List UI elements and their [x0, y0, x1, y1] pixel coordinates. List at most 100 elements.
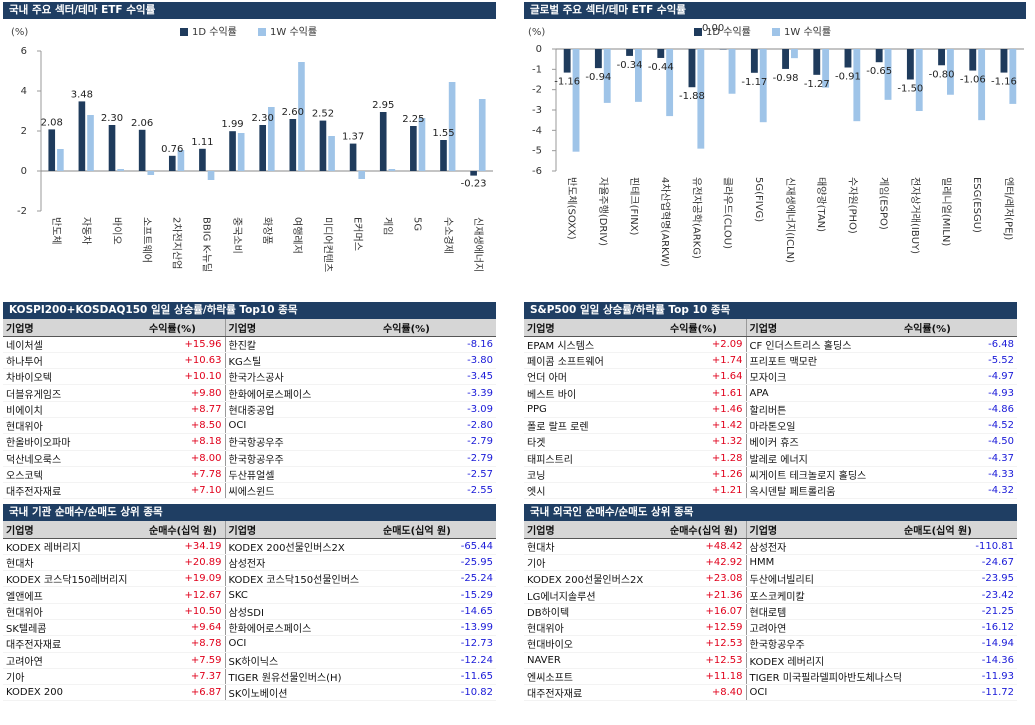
- legend-label-1w: 1W 수익률: [270, 27, 318, 38]
- table-row: 언더 아머 +1.64 모자이크 -4.97: [524, 368, 1017, 386]
- bar-1w: [388, 169, 396, 171]
- bar-1w: [117, 169, 124, 171]
- value-cell: +8.40: [667, 684, 747, 702]
- table-row: 차바이오텍 +10.10 한국가스공사 -3.45: [3, 368, 496, 386]
- legend-overlap-value: 0.00: [702, 23, 725, 34]
- bar-data-label: -0.34: [617, 60, 643, 71]
- bar-1d: [410, 126, 417, 171]
- chart-legend: 1D 수익률 1W 수익률: [180, 23, 317, 38]
- value-cell: +10.50: [146, 603, 226, 620]
- value-cell: -23.95: [901, 570, 1017, 588]
- bar-1w: [635, 49, 642, 102]
- value-cell: +1.42: [667, 417, 747, 435]
- bar-data-label: 1.99: [221, 119, 243, 130]
- bar-data-label: 2.52: [312, 109, 334, 120]
- bar-data-label: 2.95: [372, 100, 394, 111]
- value-cell: -14.65: [380, 603, 496, 620]
- value-cell: -4.93: [901, 384, 1017, 402]
- y-tick-label: -6: [532, 166, 542, 177]
- x-category-label: 자율주행(DRIV): [597, 177, 609, 246]
- column-header: 기업명: [225, 319, 380, 337]
- value-cell: +21.36: [667, 586, 747, 604]
- company-name-cell: NAVER: [524, 652, 667, 669]
- company-name-cell: LG에너지솔루션: [524, 586, 667, 604]
- table-row: 네이처셀 +15.96 한진칼 -8.16: [3, 336, 496, 353]
- company-name-cell: 베스트 바이: [524, 384, 667, 402]
- column-header: 기업명: [524, 521, 667, 539]
- bar-1d: [289, 119, 297, 171]
- value-cell: -4.32: [901, 482, 1017, 500]
- company-name-cell: 코닝: [524, 466, 667, 484]
- value-cell: -4.97: [901, 368, 1017, 386]
- company-name-cell: 엣시: [524, 482, 667, 500]
- value-cell: +10.10: [146, 368, 226, 386]
- value-cell: +8.18: [146, 433, 226, 451]
- company-name-cell: KODEX 200선물인버스2X: [524, 570, 667, 588]
- global-etf-bar-chart: (%) -6 -5 -4 -3 -2 -1 0 -1.16 반도체(SOXX) -0.94 자율주행(…: [528, 27, 1024, 267]
- company-name-cell: KODEX 코스닥150선물인버스: [225, 570, 380, 588]
- company-name-cell: 차바이오텍: [3, 368, 146, 386]
- bar-1w: [207, 171, 215, 180]
- panel-title: KOSPI200+KOSDAQ150 일일 상승률/하락률 Top10 종목: [3, 302, 496, 319]
- table-row: 타겟 +1.32 베이커 휴즈 -4.50: [524, 433, 1017, 451]
- company-name-cell: 삼성전자: [225, 554, 380, 572]
- bar-data-label: 1.37: [342, 132, 364, 143]
- table-row: 태피스트리 +1.28 발레로 에너지 -4.37: [524, 450, 1017, 467]
- global-etf-chart-panel: 글로벌 주요 섹터/테마 ETF 수익률 1D 수익률 1W 수익률 0.00 …: [524, 2, 1026, 294]
- company-name-cell: EPAM 시스템스: [524, 336, 667, 353]
- bar-1d: [199, 148, 206, 171]
- bar-1w: [147, 171, 155, 175]
- company-name-cell: 오스코텍: [3, 466, 146, 484]
- bar-1d: [470, 171, 477, 176]
- column-header: 순매수(십억 원): [667, 521, 747, 539]
- table-row: 페이콤 소프트웨어 +1.74 프리포트 맥모란 -5.52: [524, 352, 1017, 370]
- bar-data-label: -1.06: [960, 75, 986, 86]
- company-name-cell: 대주전자재료: [3, 482, 146, 500]
- x-category-label: 클라우드(CLOU): [722, 177, 734, 249]
- column-header: 기업명: [225, 521, 380, 539]
- table-row: 더블유게임즈 +9.80 한화에어로스페이스 -3.39: [3, 384, 496, 402]
- legend-swatch-1d: [694, 28, 702, 36]
- company-name-cell: 현대위아: [3, 417, 146, 435]
- company-name-cell: 한국가스공사: [225, 368, 380, 386]
- table-row: 오스코텍 +7.78 두산퓨얼셀 -2.57: [3, 466, 496, 484]
- bar-1w: [697, 49, 705, 149]
- company-name-cell: 포스코케미칼: [746, 586, 901, 604]
- table-row: 현대위아 +8.50 OCI -2.80: [3, 417, 496, 435]
- value-cell: -8.16: [380, 336, 496, 353]
- table-row: 고려아연 +7.59 SK하이닉스 -12.24: [3, 652, 496, 669]
- x-category-label: BBIG K-뉴딜: [201, 217, 213, 272]
- bar-data-label: -1.17: [741, 77, 767, 88]
- panel-title: 국내 주요 섹터/테마 ETF 수익률: [3, 2, 496, 19]
- bar-1w: [87, 115, 94, 171]
- table-row: 폴로 랄프 로렌 +1.42 마라톤오일 -4.52: [524, 417, 1017, 435]
- x-category-label: ESG(ESGU): [971, 177, 982, 233]
- x-category-label: 전자상거래(IBUY): [909, 177, 921, 254]
- panel-title: 국내 기관 순매수/순매도 상위 종목: [3, 504, 496, 521]
- value-cell: +42.92: [667, 554, 747, 572]
- table-row: 엘앤에프 +12.67 SKC -15.29: [3, 586, 496, 604]
- bar-1w: [268, 107, 275, 171]
- x-category-label: 2차전지산업: [171, 217, 184, 269]
- bar-1w: [822, 49, 830, 88]
- value-cell: -3.80: [380, 352, 496, 370]
- x-category-label: 수자원(PHO): [846, 177, 858, 234]
- x-category-label: 소프트웨어: [140, 217, 152, 263]
- value-cell: +1.61: [667, 384, 747, 402]
- table-row: SK텔레콤 +9.64 한화에어로스페이스 -13.99: [3, 619, 496, 637]
- table-row: 현대차 +20.89 삼성전자 -25.95: [3, 554, 496, 572]
- bar-1d: [349, 143, 357, 171]
- table-row: 대주전자재료 +8.78 OCI -12.73: [3, 635, 496, 653]
- x-category-label: 반도체(SOXX): [566, 177, 578, 240]
- kospi-top10-table: 기업명 수익률(%) 기업명 수익률(%) 네이처셀 +15.96 한진칼 -8.16 하나투어…: [3, 319, 496, 500]
- value-cell: +9.64: [146, 619, 226, 637]
- bar-1d: [657, 49, 665, 58]
- value-cell: +19.09: [146, 570, 226, 588]
- value-cell: -2.57: [380, 466, 496, 484]
- company-name-cell: 대주전자재료: [3, 635, 146, 653]
- column-header: 기업명: [524, 319, 667, 337]
- bar-1w: [298, 62, 305, 171]
- table-row: 비에이치 +8.77 현대중공업 -3.09: [3, 401, 496, 418]
- column-header: 기업명: [3, 521, 146, 539]
- table-row: LG에너지솔루션 +21.36 포스코케미칼 -23.42: [524, 586, 1017, 604]
